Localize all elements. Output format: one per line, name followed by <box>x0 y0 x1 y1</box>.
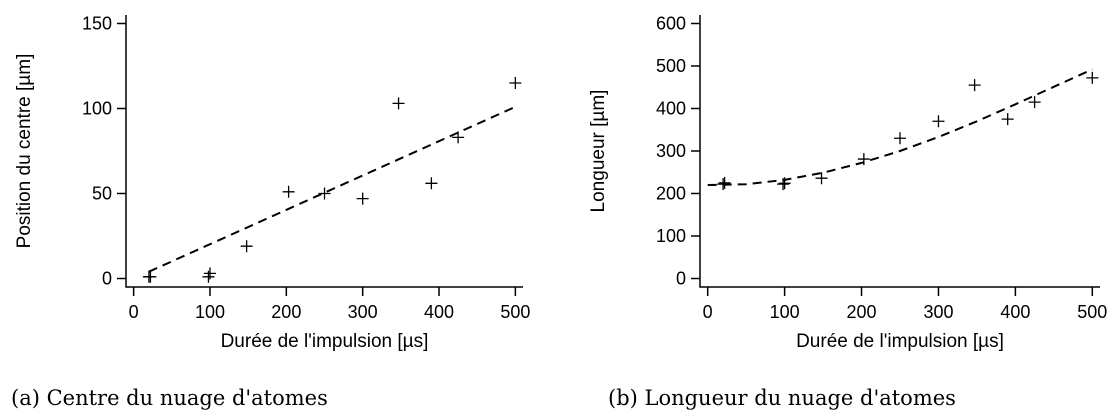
axes-frame <box>699 15 1100 288</box>
y-tick-label: 100 <box>82 99 112 119</box>
data-point <box>144 270 157 283</box>
data-point <box>815 172 828 185</box>
data-point <box>777 178 790 191</box>
panel-a: 0 50 100 150 0 100 200 300 400 500 Durée de l'impu… <box>11 14 530 411</box>
data-point <box>318 187 331 200</box>
x-tick-label: 100 <box>195 302 225 322</box>
fit-line <box>148 105 516 273</box>
x-tick-label: 0 <box>129 302 139 322</box>
data-point <box>203 267 216 280</box>
y-tick-label: 0 <box>676 269 686 289</box>
data-point <box>717 178 730 191</box>
data-point <box>425 177 438 190</box>
data-point <box>392 97 405 110</box>
data-point <box>1086 71 1099 84</box>
data-point <box>894 132 906 145</box>
fit-line <box>707 68 1093 186</box>
data-point <box>718 176 731 189</box>
y-tick-label: 500 <box>656 56 686 76</box>
x-tick-label: 0 <box>703 302 713 322</box>
x-tick-label: 300 <box>348 302 378 322</box>
panel-b: 0 100 200 300 400 500 600 0 100 200 300 400 500 Durée… <box>588 14 1107 411</box>
y-tick-label: 100 <box>656 226 686 246</box>
y-tick-label: 200 <box>656 184 686 204</box>
x-tick-label: 300 <box>923 302 953 322</box>
y-axis-label: Longueur [µm] <box>588 90 609 213</box>
data-point <box>1001 113 1014 126</box>
data-point <box>282 185 295 198</box>
figure-caption: (b) Longueur du nuage d'atomes <box>608 386 956 410</box>
data-point <box>968 79 981 92</box>
data-point <box>202 270 215 283</box>
x-tick-label: 200 <box>271 302 301 322</box>
x-tick-label: 100 <box>770 302 800 322</box>
x-axis-label: Durée de l'impulsion [µs] <box>796 331 1004 352</box>
y-tick-label: 50 <box>92 184 112 204</box>
x-tick-label: 200 <box>847 302 877 322</box>
data-point <box>1028 96 1041 109</box>
y-tick-label: 400 <box>656 99 686 119</box>
x-tick-label: 400 <box>424 302 454 322</box>
data-point <box>452 131 465 144</box>
data-point <box>857 153 870 166</box>
x-tick-label: 400 <box>1000 302 1030 322</box>
data-point <box>778 177 791 190</box>
y-tick-label: 600 <box>656 14 686 34</box>
data-point <box>509 77 522 89</box>
x-axis-label: Durée de l'impulsion [µs] <box>221 331 429 352</box>
x-tick-label: 500 <box>1077 302 1107 322</box>
y-tick-label: 300 <box>656 141 686 161</box>
data-point <box>240 240 253 253</box>
data-point <box>932 115 945 128</box>
y-tick-label: 150 <box>82 14 112 34</box>
data-point <box>356 192 369 205</box>
x-tick-label: 500 <box>500 302 530 322</box>
y-axis-label: Position du centre [µm] <box>14 54 35 249</box>
axes-frame <box>125 15 523 288</box>
figure-caption: (a) Centre du nuage d'atomes <box>11 386 328 410</box>
y-tick-label: 0 <box>102 269 112 289</box>
